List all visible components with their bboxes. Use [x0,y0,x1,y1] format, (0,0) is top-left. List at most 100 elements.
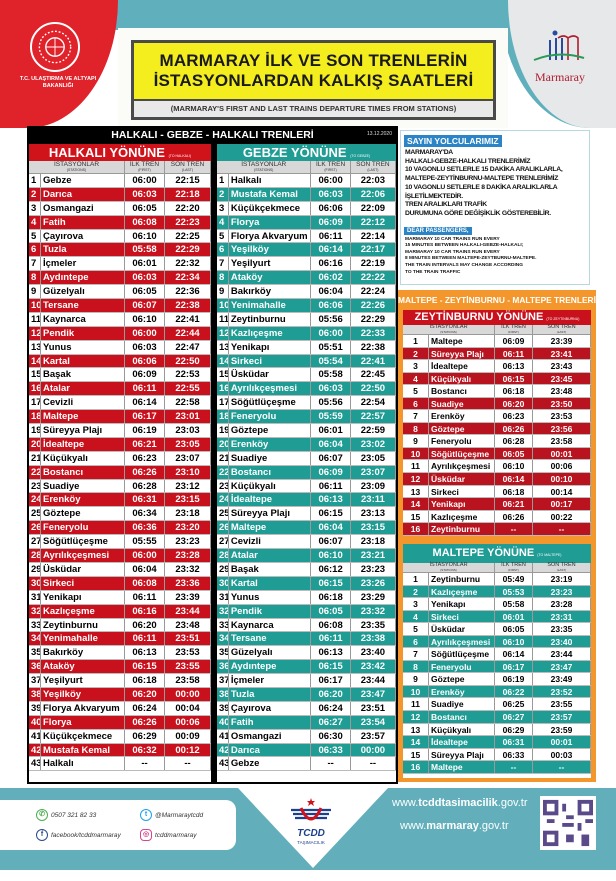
first-train-time: 06:32 [125,743,165,757]
column-label-en: (STATIONS) [66,168,87,173]
last-train-time: 23:47 [351,687,396,701]
row-number: 5 [29,229,41,243]
last-train-time: 23:28 [533,598,591,610]
row-number: 20 [31,437,41,451]
facebook-link[interactable]: f facebook/tcddmarmaray [36,829,121,841]
station-name: Kazlıçeşme [229,326,312,340]
last-train-time: 22:41 [351,354,396,368]
station-name: Çayırova [41,229,125,243]
notice-line: 15 MINUTES BETWEEN HALKALI-GEBZE-HALKALI… [405,243,524,249]
table-row: 4 Fatih 06:08 22:23 [29,215,211,230]
table-row: 34 Yenimahalle 06:11 23:51 [29,632,211,647]
station-name: Ataköy [41,660,125,674]
notice-line: MARMARAY'DA [405,149,453,156]
last-train-time: 23:26 [351,576,396,590]
station-name: Söğütlüçeşme [429,447,495,460]
station-name: Sirkeci [429,485,495,498]
row-number: 33 [219,618,229,632]
marmaray-website-link[interactable]: www.marmaray.gov.tr [400,820,509,832]
station-name: Göztepe [229,424,312,437]
table-row: 12 Kazlıçeşme 06:00 22:33 [217,326,396,341]
row-number: 42 [219,743,229,757]
table-row: 4 Küçükyalı 06:15 23:45 [403,372,591,386]
notice-line: THE TRAIN INTERVALS MAY CHANGE ACCORDING [405,263,523,268]
row-number: 19 [219,424,229,437]
table-row: 38 Tuzla 06:20 23:47 [217,687,396,702]
title-line-2: İSTASYONLARDAN KALKIŞ SAATLERİ [153,71,474,90]
row-number: 29 [31,562,41,576]
first-train-time: 06:20 [125,687,165,701]
first-train-time: 06:27 [495,711,533,723]
first-train-time: 06:36 [125,521,165,535]
first-train-time: 06:00 [125,326,165,340]
station-name: Güzelyalı [41,285,125,299]
row-number: 13 [403,485,429,498]
last-train-time: 23:57 [533,711,591,723]
tcdd-website-link[interactable]: www.tcddtasimacilik.gov.tr [392,797,528,809]
last-train-time: 23:52 [533,685,591,698]
last-train-time: 22:06 [351,187,396,201]
row-number: 18 [219,410,229,424]
row-number: 23 [219,479,229,493]
first-train-time: 06:13 [125,646,165,660]
table-row: 18 Feneryolu 05:59 22:57 [217,410,396,425]
column-header-first: İLK TREN (FIRST) [125,161,165,173]
first-train-time: 06:13 [311,493,351,507]
instagram-link[interactable]: ◎ tcddmarmaray [140,829,197,841]
station-name: İçmeler [41,257,125,271]
row-number: 7 [217,257,229,271]
last-train-time: 23:40 [533,635,591,648]
contact-box: ✆ 0507 321 82 33 t @Marmaraytcdd f facebook… [0,800,236,850]
first-train-time: 06:14 [495,473,533,485]
last-train-time: 23:11 [351,493,396,507]
first-train-time: 06:20 [495,397,533,410]
last-train-time: 22:34 [165,271,211,285]
station-name: Ayrılıkçeşmesi [41,549,125,562]
row-number: 40 [31,715,41,729]
last-train-time: 23:21 [351,549,396,562]
row-number: 10 [219,299,229,312]
row-number: 9 [403,435,429,447]
first-train-time: 05:53 [495,585,533,598]
station-name: Söğütlüçeşme [229,396,312,410]
station-name: Küçükyalı [229,479,312,493]
row-number: 14 [403,736,429,748]
row-number: 22 [219,465,229,479]
table-row: 15 Başak 06:09 22:53 [29,368,211,383]
last-train-time: 22:38 [165,299,211,312]
last-train-time: 00:03 [533,748,591,761]
last-train-time: 23:50 [533,397,591,410]
table-row: 12 Üsküdar 06:14 00:10 [403,473,591,486]
table-row: 28 Atalar 06:10 23:21 [217,549,396,563]
station-name: Bostancı [429,385,495,397]
first-train-time: 05:58 [311,368,351,382]
notice-line: HALKALI-GEBZE-HALKALI TRENLERİMİZ [405,157,531,165]
table-title: ZEYTİNBURNU YÖNÜNE (TO ZEYTINBURNU) [403,310,591,325]
table-row: 34 Tersane 06:11 23:38 [217,632,396,647]
row-number: 20 [219,437,229,451]
first-train-time: 06:00 [125,174,165,187]
last-train-time: 22:45 [351,368,396,382]
first-train-time: -- [311,757,351,771]
last-train-time: 23:35 [533,623,591,635]
table-row: 14 İdealtepe 06:31 00:01 [403,736,591,749]
station-name: Sirkeci [41,576,125,590]
table-row: 32 Kazlıçeşme 06:16 23:44 [29,604,211,619]
twitter-link[interactable]: t @Marmaraytcdd [140,809,203,821]
qr-code[interactable] [540,796,596,850]
panel-title: HALKALI - GEBZE - HALKALI TRENLERİ [111,129,314,141]
table-row: 24 İdealtepe 06:13 23:11 [217,493,396,508]
table-row: 11 Kaynarca 06:10 22:41 [29,312,211,327]
table-row: 7 Erenköy 06:23 23:53 [403,410,591,423]
phone-contact[interactable]: ✆ 0507 321 82 33 [36,809,96,821]
halkali-gebze-panel: HALKALI - GEBZE - HALKALI TRENLERİ 13.12… [27,126,398,784]
first-train-time: 06:33 [311,743,351,757]
first-train-time: 06:11 [311,632,351,646]
table-row: 1 Halkalı 06:00 22:03 [217,174,396,188]
station-name: Yenikapı [41,590,125,604]
table-row: 1 Maltepe 06:09 23:39 [403,335,591,348]
last-train-time: 23:55 [533,698,591,711]
table-row: 39 Florya Akvaryum 06:24 00:04 [29,701,211,716]
column-label-en: (STATIONS) [254,168,274,173]
column-header-stations: İSTASYONLAR (STATIONS) [403,324,495,334]
